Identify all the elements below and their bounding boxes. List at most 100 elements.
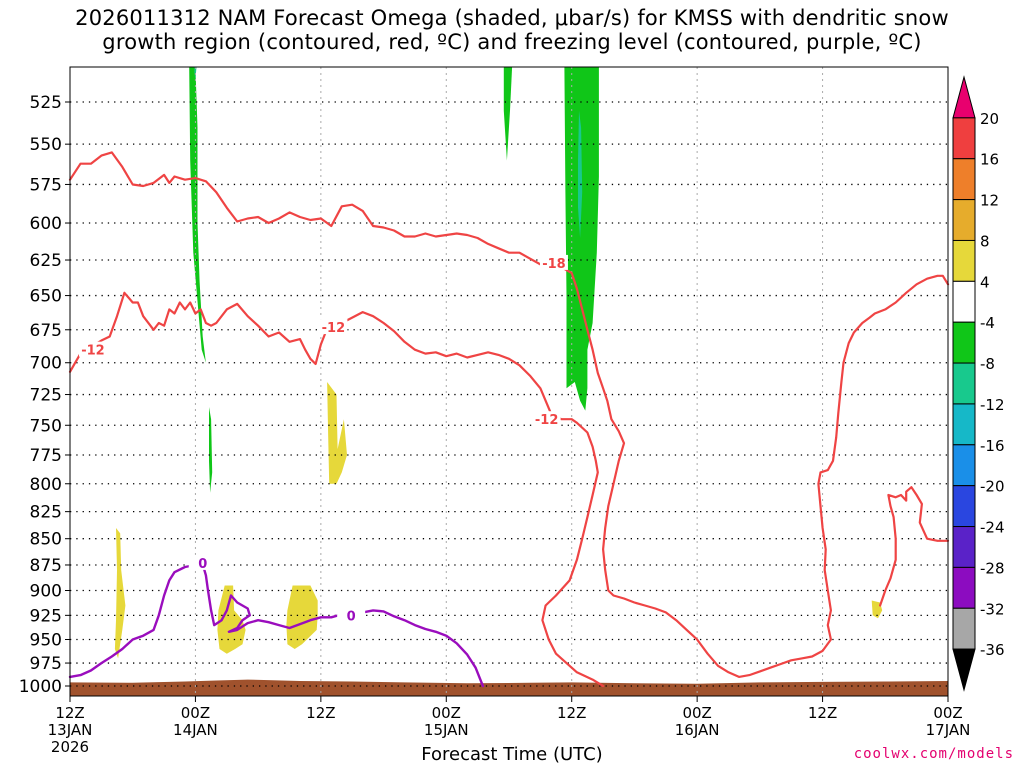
colorbar-box-2	[952, 158, 976, 201]
colorbar-label-11: -28	[980, 559, 1005, 577]
contour-label-3: -12	[535, 413, 559, 428]
dgz-contour-0	[68, 151, 950, 679]
x-axis-label: Forecast Time (UTC)	[421, 744, 603, 765]
colorbar-box-7	[952, 362, 976, 405]
contour-label-2: -12	[322, 321, 346, 336]
omega-region-0-0	[189, 67, 206, 363]
colorbar-box-1	[952, 117, 976, 160]
dgz-contour-2	[878, 486, 950, 607]
colorbar-label-13: -36	[980, 641, 1005, 659]
y-tick-label-950: 950	[30, 631, 62, 651]
grid-layer	[70, 67, 948, 696]
x-tick-label-72-0: 12Z	[808, 704, 837, 722]
colorbar-label-9: -20	[980, 478, 1005, 496]
omega-region-0-2	[503, 67, 513, 161]
freezing-level-layer	[68, 563, 485, 688]
x-tick-label-12-0: 00Z	[181, 704, 210, 722]
contour-label-bg-2	[319, 319, 348, 335]
y-tick-label-625: 625	[30, 251, 62, 271]
y-axis-ticks: 525 550 575 600 625 650 675 700 725 750 775 800 825 8…	[19, 93, 70, 697]
colorbar-label-10: -24	[980, 519, 1005, 537]
contour-label-4: 0	[198, 557, 207, 572]
colorbar-top-triangle	[952, 75, 976, 119]
y-tick-label-725: 725	[30, 386, 62, 406]
x-tick-label-0-0: 12Z	[55, 704, 84, 722]
x-tick-label-60-0: 00Z	[682, 704, 711, 722]
contour-label-bg-0	[539, 254, 568, 270]
x-tick-label-48-0: 12Z	[557, 704, 586, 722]
y-tick-label-900: 900	[30, 582, 62, 602]
omega-region-2-2	[217, 585, 246, 654]
contour-label-5: 0	[347, 609, 356, 624]
x-tick-label-36-1: 15JAN	[424, 721, 469, 739]
colorbar-label-5: -4	[980, 314, 995, 332]
colorbar-label-0: 20	[980, 110, 999, 128]
colorbar-label-12: -32	[980, 600, 1005, 618]
colorbar-label-3: 8	[980, 232, 990, 250]
y-tick-label-875: 875	[30, 556, 62, 576]
x-tick-label-0-2: 2026	[51, 738, 89, 756]
omega-region-2-3	[286, 585, 318, 649]
x-tick-label-0-1: 13JAN	[48, 721, 93, 739]
colorbar-label-7: -12	[980, 396, 1005, 414]
y-tick-label-575: 575	[30, 175, 62, 195]
colorbar-label-2: 12	[980, 192, 999, 210]
y-tick-label-650: 650	[30, 287, 62, 307]
omega-region-2-0	[114, 528, 126, 659]
dgz-contour-layer	[68, 151, 950, 688]
colorbar-label-4: 4	[980, 273, 990, 291]
y-tick-label-800: 800	[30, 475, 62, 495]
omega-fill-layer	[114, 67, 883, 659]
contour-label-bg-1	[78, 341, 107, 357]
colorbar-label-8: -16	[980, 437, 1005, 455]
contour-label-bg-5	[337, 607, 366, 623]
y-tick-label-775: 775	[30, 446, 62, 466]
y-tick-label-675: 675	[30, 321, 62, 341]
colorbar-box-13	[952, 607, 976, 650]
y-tick-label-850: 850	[30, 530, 62, 550]
y-tick-label-600: 600	[30, 214, 62, 234]
credit-link[interactable]: coolwx.com/models	[853, 746, 1014, 762]
omega-region-1-1	[578, 110, 583, 238]
contour-label-bg-3	[532, 411, 561, 427]
colorbar-box-10	[952, 485, 976, 528]
colorbar-label-6: -8	[980, 355, 995, 373]
freezing-level-contour-0	[68, 563, 485, 688]
contour-label-layer: -18 -12 -12 -12 0 0	[78, 254, 568, 624]
colorbar-box-11	[952, 526, 976, 568]
colorbar-box-6	[952, 321, 976, 364]
omega-region-2-1	[327, 382, 347, 484]
colorbar-box-9	[952, 444, 976, 487]
x-tick-label-36-0: 00Z	[432, 704, 461, 722]
terrain-layer	[70, 679, 948, 696]
contour-label-bg-4	[188, 554, 217, 570]
y-tick-label-550: 550	[30, 135, 62, 155]
colorbar: 20 16 12 8 4 -4 -8 -12 -16 -20 -24 -28 -32 -36	[952, 75, 1005, 692]
y-tick-label-525: 525	[30, 93, 62, 113]
x-tick-label-24-0: 12Z	[306, 704, 335, 722]
chart-title-line-1: 2026011312 NAM Forecast Omega (shaded, μ…	[75, 6, 949, 30]
contour-label-0: -18	[542, 257, 566, 272]
chart-title: 2026011312 NAM Forecast Omega (shaded, μ…	[0, 6, 1024, 54]
y-tick-label-750: 750	[30, 416, 62, 436]
chart-title-line-2: growth region (contoured, red, ºC) and f…	[102, 30, 922, 54]
contour-label-1: -12	[81, 344, 105, 359]
y-tick-label-975: 975	[30, 654, 62, 674]
colorbar-box-5	[952, 280, 976, 323]
colorbar-label-1: 16	[980, 151, 999, 169]
x-tick-label-60-1: 16JAN	[675, 721, 720, 739]
terrain-surface	[70, 679, 948, 696]
y-tick-label-700: 700	[30, 354, 62, 374]
x-tick-label-84-1: 17JAN	[926, 721, 971, 739]
plot-border	[69, 66, 949, 697]
omega-region-0-1	[209, 407, 213, 493]
colorbar-box-3	[952, 199, 976, 241]
colorbar-box-8	[952, 403, 976, 446]
dgz-contour-1	[68, 291, 605, 688]
colorbar-box-4	[952, 239, 976, 282]
y-tick-label-1000: 1000	[19, 677, 62, 697]
y-tick-label-925: 925	[30, 606, 62, 626]
colorbar-bottom-triangle	[952, 648, 976, 692]
